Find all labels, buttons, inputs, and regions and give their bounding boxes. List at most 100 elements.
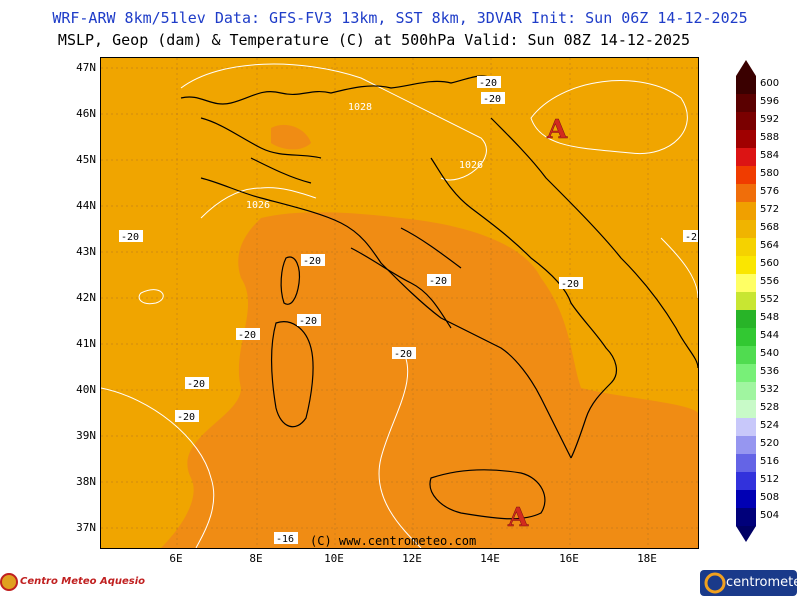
- colorbar-top-arrow: [736, 60, 756, 76]
- isobar-label: 1026: [246, 200, 270, 211]
- colorbar-level-label: 540: [760, 348, 780, 359]
- isotherm-label: -20: [187, 379, 205, 390]
- colorbar-band: [736, 256, 756, 275]
- lat-label: 38N: [76, 475, 96, 488]
- isotherm-label: -2: [685, 232, 697, 243]
- colorbar-level-label: 504: [760, 510, 780, 521]
- geopotential-colorbar: [736, 60, 756, 542]
- colorbar-level-label: 596: [760, 96, 780, 107]
- graticule: [101, 58, 698, 548]
- colorbar-band: [736, 472, 756, 491]
- lat-label: 41N: [76, 337, 96, 350]
- lon-label: 8E: [249, 552, 263, 565]
- isotherm-labels: -20 -20 -20 -20 -20 -20 -20 -20 -20 -20 …: [119, 76, 698, 545]
- colorbar-level-label: 544: [760, 330, 780, 341]
- map-title-line-2: MSLP, Geop (dam) & Temperature (C) at 50…: [57, 31, 691, 49]
- colorbar-level-label: 576: [760, 186, 780, 197]
- colorbar-level-label: 524: [760, 420, 780, 431]
- colorbar-level-label: 532: [760, 384, 780, 395]
- colorbar-level-label: 564: [760, 240, 780, 251]
- colorbar-band: [736, 382, 756, 401]
- isotherm-label: -20: [177, 412, 195, 423]
- lon-label: 12E: [402, 552, 422, 565]
- lat-label: 47N: [76, 61, 96, 74]
- isotherm-label: -20: [299, 316, 317, 327]
- colorbar-band: [736, 238, 756, 257]
- lat-label: 37N: [76, 521, 96, 534]
- isotherm-label: -20: [121, 232, 139, 243]
- copyright-text: (C) www.centrometeo.com: [310, 534, 477, 548]
- lon-label: 16E: [559, 552, 579, 565]
- lat-label: 40N: [76, 383, 96, 396]
- lat-label: 39N: [76, 429, 96, 442]
- lon-label: 6E: [169, 552, 183, 565]
- isobar-labels: 1028 1026 1026: [246, 102, 483, 211]
- isobars: [101, 63, 698, 548]
- isotherm-label: -20: [394, 349, 412, 360]
- coastlines: [180, 75, 698, 520]
- colorbar-band: [736, 418, 756, 437]
- colorbar-band: [736, 346, 756, 365]
- colorbar-band: [736, 292, 756, 311]
- isobar-label: 1028: [348, 102, 372, 113]
- isobar-label: 1026: [459, 160, 483, 171]
- colorbar-band: [736, 220, 756, 239]
- map-canvas: 1028 1026 1026 -20 -20 -20 -20 -20 -20 -…: [101, 58, 698, 548]
- colorbar-level-label: 568: [760, 222, 780, 233]
- colorbar-level-label: 600: [760, 78, 780, 89]
- isotherm-label: -20: [479, 78, 497, 89]
- colorbar-band: [736, 184, 756, 203]
- isotherm-label: -20: [429, 276, 447, 287]
- isotherm-label: -20: [238, 330, 256, 341]
- colorbar-level-label: 548: [760, 312, 780, 323]
- colorbar-band: [736, 328, 756, 347]
- isotherm-label: -20: [303, 256, 321, 267]
- geopotential-alpine-patch: [271, 124, 311, 150]
- colorbar-band: [736, 166, 756, 185]
- lon-label: 14E: [480, 552, 500, 565]
- colorbar-band: [736, 436, 756, 455]
- colorbar-level-label: 588: [760, 132, 780, 143]
- colorbar-level-label: 528: [760, 402, 780, 413]
- colorbar-level-label: 556: [760, 276, 780, 287]
- colorbar-band: [736, 130, 756, 149]
- lat-label: 44N: [76, 199, 96, 212]
- lat-label: 45N: [76, 153, 96, 166]
- colorbar-band: [736, 148, 756, 167]
- colorbar-band: [736, 508, 756, 527]
- centrometeo-logo: [700, 570, 797, 596]
- centrometeo-logo-icon: [704, 572, 726, 594]
- colorbar-level-label: 560: [760, 258, 780, 269]
- colorbar-band: [736, 454, 756, 473]
- colorbar-level-label: 512: [760, 474, 780, 485]
- isotherm-label: -20: [483, 94, 501, 105]
- high-pressure-markers: A A: [507, 115, 569, 534]
- weather-map: 1028 1026 1026 -20 -20 -20 -20 -20 -20 -…: [100, 57, 699, 549]
- isotherm-label: -16: [276, 534, 294, 545]
- lat-label: 42N: [76, 291, 96, 304]
- colorbar-band: [736, 310, 756, 329]
- lat-label: 43N: [76, 245, 96, 258]
- lon-label: 10E: [324, 552, 344, 565]
- colorbar-level-label: 508: [760, 492, 780, 503]
- colorbar-level-label: 572: [760, 204, 780, 215]
- high-pressure-marker: A: [546, 115, 568, 145]
- colorbar-band: [736, 202, 756, 221]
- high-pressure-marker: A: [507, 503, 529, 533]
- colorbar-level-label: 516: [760, 456, 780, 467]
- colorbar-band: [736, 274, 756, 293]
- colorbar-band: [736, 400, 756, 419]
- colorbar-level-label: 592: [760, 114, 780, 125]
- colorbar-level-label: 580: [760, 168, 780, 179]
- colorbar-bottom-arrow: [736, 526, 756, 542]
- colorbar-band: [736, 490, 756, 509]
- geopotential-576-region: [161, 212, 698, 548]
- colorbar-band: [736, 76, 756, 95]
- colorbar-band: [736, 94, 756, 113]
- colorbar-level-label: 584: [760, 150, 780, 161]
- map-title-line-1: WRF-ARW 8km/51lev Data: GFS-FV3 13km, SS…: [52, 9, 748, 27]
- isotherm-label: -20: [561, 279, 579, 290]
- colorbar-level-label: 520: [760, 438, 780, 449]
- lon-label: 18E: [637, 552, 657, 565]
- colorbar-band: [736, 364, 756, 383]
